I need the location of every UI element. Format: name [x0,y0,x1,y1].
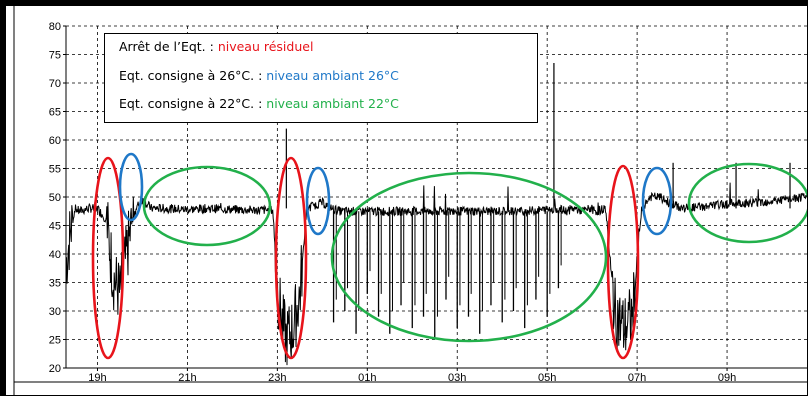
x-tick-label: 21h [178,372,196,384]
x-tick-label: 23h [268,372,286,384]
x-axis-ticks: 19h 21h 23h 01h 03h 05h 07h 09h [88,368,736,384]
y-tick-label: 65 [49,107,61,119]
y-tick-label: 75 [49,50,61,62]
legend-label: Arrêt de l’Eqt. : [119,39,218,54]
ambient-26c-ellipse [305,166,331,236]
ambient-22c-ellipse [330,171,608,343]
legend-box: Arrêt de l’Eqt. : niveau résiduel Eqt. c… [104,33,538,123]
y-tick-label: 40 [49,249,61,261]
x-tick-label: 05h [538,372,556,384]
y-tick-label: 80 [49,21,61,33]
residual-ellipse [91,156,125,360]
series-group [65,63,808,366]
y-tick-label: 20 [49,363,61,375]
ambient-22c-ellipse [142,165,272,247]
x-tick-label: 07h [628,372,646,384]
legend-entry-22c: Eqt. consigne à 22°C. : niveau ambiant 2… [119,96,399,111]
legend-entry-residual: Arrêt de l’Eqt. : niveau résiduel [119,39,313,54]
y-tick-label: 35 [49,278,61,290]
x-tick-label: 09h [718,372,736,384]
y-axis-ticks: 20 25 30 35 40 45 50 55 60 65 70 75 80 [49,21,66,375]
legend-entry-26c: Eqt. consigne à 26°C. : niveau ambiant 2… [119,68,399,83]
legend-label: Eqt. consigne à 22°C. : [119,96,267,111]
residual-ellipse [606,164,640,360]
ambient-22c-ellipse [687,162,808,244]
ambient-26c-ellipse [641,166,673,236]
annotation-ellipses [91,152,808,360]
legend-label: Eqt. consigne à 26°C. : [119,68,267,83]
x-tick-label: 03h [448,372,466,384]
x-tick-label: 01h [358,372,376,384]
legend-value: niveau ambiant 26°C [266,68,399,83]
series-line [65,182,808,366]
y-tick-label: 30 [49,306,61,318]
legend-value: niveau ambiant 22°C [266,96,399,111]
y-tick-label: 50 [49,192,61,204]
y-tick-label: 70 [49,78,61,90]
legend-value: niveau résiduel [217,39,314,54]
residual-ellipse [274,156,308,360]
ambient-26c-ellipse [118,152,144,222]
x-tick-label: 19h [88,372,106,384]
y-tick-label: 60 [49,135,61,147]
y-tick-label: 25 [49,335,61,347]
y-tick-label: 45 [49,221,61,233]
y-tick-label: 55 [49,164,61,176]
